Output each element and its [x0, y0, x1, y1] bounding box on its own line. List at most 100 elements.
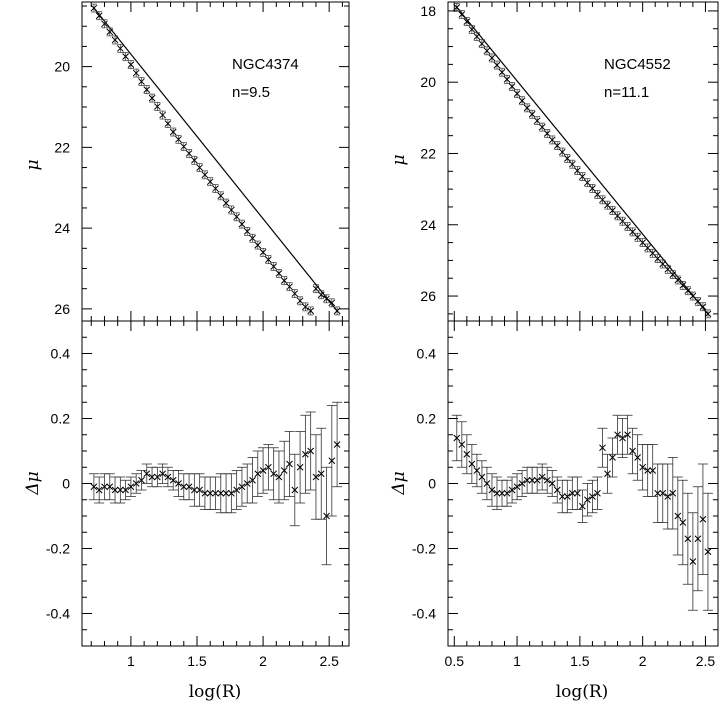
ngc4552-residual-point — [456, 421, 467, 468]
ngc4374-residual-xlabel: log(R) — [189, 682, 242, 702]
ngc4552-residual-point — [532, 466, 543, 494]
ngc4374-residual-ytick-label: -0.4 — [46, 606, 70, 622]
ngc4552-residual-ytick-label: 0 — [428, 476, 436, 492]
ngc4374-profile-point — [222, 198, 230, 208]
ngc4552-profile-point — [704, 309, 712, 319]
ngc4374-profile-point — [280, 276, 288, 285]
ngc4552-residual-point — [537, 463, 548, 491]
ngc4374-residual-point — [104, 473, 115, 501]
ngc4552-residual-point — [602, 453, 613, 494]
ngc4552-residual-point — [451, 414, 462, 462]
ngc4552-profile-point — [473, 32, 481, 41]
ngc4374-profile-point — [175, 134, 182, 144]
ngc4552-profile-point — [679, 281, 687, 290]
ngc4552-profile-point — [488, 53, 496, 63]
ngc4374-profile-ytick-label: 24 — [54, 220, 70, 236]
ngc4374-residual-point — [258, 447, 269, 494]
ngc4552-profile-point — [599, 195, 606, 205]
ngc4552-profile-point — [538, 122, 546, 132]
ngc4374-residual-point — [332, 401, 343, 488]
ngc4552-residual-ytick-label: -0.2 — [412, 541, 436, 557]
ngc4374-profile-point — [116, 44, 124, 53]
ngc4374-profile-point — [328, 298, 336, 308]
ngc4552-profile-point — [659, 259, 667, 269]
ngc4552-residual-point — [637, 444, 648, 491]
ngc4374-residual-point — [110, 476, 121, 504]
ngc4374-profile-point — [153, 102, 161, 111]
ngc4552-residual-xtick-label: 2.5 — [696, 653, 716, 669]
ngc4374-profile-point — [333, 306, 341, 316]
ngc4552-residual-xtick-label: 2 — [639, 653, 647, 669]
ngc4552-residual-point — [692, 486, 703, 592]
ngc4374-residual-point — [305, 411, 316, 491]
ngc4374-residual-point — [289, 453, 300, 527]
ngc4552-profile-point — [694, 297, 702, 306]
ngc4552-profile-point — [604, 200, 611, 210]
ngc4552-residual-point — [632, 434, 643, 481]
ngc4552-profile-point — [563, 154, 571, 163]
ngc4552-residual-ylabel: Δμ — [389, 471, 409, 495]
ngc4552-profile-point — [458, 10, 466, 19]
ngc4552-profile-point — [498, 67, 506, 77]
ngc4374-profile-sersic-index: n=9.5 — [232, 84, 270, 101]
ngc4552-residual-point — [562, 479, 573, 514]
ngc4374-residual-point — [205, 476, 216, 510]
ngc4552-residual-point — [587, 479, 598, 514]
ngc4552-profile-point — [478, 39, 486, 49]
ngc4552-residual-point — [612, 414, 623, 455]
ngc4374-profile-point — [249, 233, 256, 243]
ngc4552-residual-point — [497, 479, 507, 507]
ngc4552-profile-sersic-index: n=11.1 — [604, 84, 649, 101]
ngc4552-profile-ylabel: μ — [389, 154, 409, 165]
ngc4374-residual-point — [125, 476, 136, 497]
ngc4374-residual-point — [189, 473, 200, 507]
ngc4374-profile-ytick-label: 22 — [54, 139, 70, 155]
ngc4552-residual-point — [466, 444, 477, 484]
ngc4552-profile-point — [568, 159, 576, 169]
ngc4552-profile-point — [584, 178, 591, 188]
ngc4552-profile-point — [589, 184, 596, 193]
ngc4374-residual-point — [284, 431, 295, 497]
ngc4552-residual-point — [652, 463, 663, 523]
ngc4552-residual-point — [682, 492, 693, 585]
ngc4552-profile-ytick-label: 26 — [420, 288, 436, 304]
ngc4552-residual-point — [481, 466, 492, 501]
ngc4374-residual-point — [231, 470, 242, 510]
ngc4552-profile-point — [483, 46, 491, 56]
ngc4374-profile-point — [180, 142, 188, 151]
ngc4374-residual-point — [162, 466, 173, 488]
ngc4374-profile-point — [254, 240, 262, 250]
ngc4552-profile-point — [674, 275, 682, 285]
ngc4374-profile-point — [286, 282, 293, 292]
ngc4552-profile-point — [573, 166, 581, 175]
ngc4552-profile-point — [684, 286, 692, 296]
ngc4552-residual-point — [622, 414, 633, 455]
ngc4552-residual-point — [486, 473, 497, 507]
ngc4552-profile-point — [548, 135, 556, 145]
panel-ngc4374-residuals: 1 1.5 2 2.5 0.4 0.2 0 -0.2 -0.4 Δμ log(R) — [23, 320, 350, 702]
ngc4374-residual-point — [273, 450, 284, 504]
ngc4552-residual-point — [527, 466, 538, 494]
ngc4374-residual-point — [247, 457, 258, 504]
ngc4552-profile-point — [463, 17, 471, 26]
ngc4552-residual-point — [672, 476, 683, 556]
ngc4374-residual-point — [141, 463, 152, 484]
ngc4552-residual-point — [702, 492, 713, 611]
ngc4552-profile-point — [579, 172, 586, 181]
ngc4552-residual-ytick-label: 0.2 — [417, 411, 437, 427]
ngc4552-residual-point — [577, 489, 588, 523]
ngc4552-residual-point — [627, 427, 638, 475]
ngc4374-profile-point — [138, 77, 145, 86]
ngc4552-residual-xlabel: log(R) — [556, 682, 609, 702]
ngc4552-residual-point — [677, 479, 688, 566]
ngc4552-residual-ytick-label: 0.4 — [417, 346, 437, 362]
ngc4552-profile-model-line — [456, 6, 709, 315]
ngc4552-residual-point — [697, 463, 708, 575]
ngc4374-residual-point — [210, 476, 221, 510]
ngc4552-profile-point — [533, 116, 541, 126]
ngc4374-residual-ytick-label: -0.2 — [46, 541, 70, 557]
ngc4552-residual-point — [507, 476, 518, 504]
ngc4374-residual-point — [268, 447, 279, 501]
ngc4552-residual-point — [547, 470, 558, 497]
ngc4374-profile-model-line — [93, 7, 338, 312]
